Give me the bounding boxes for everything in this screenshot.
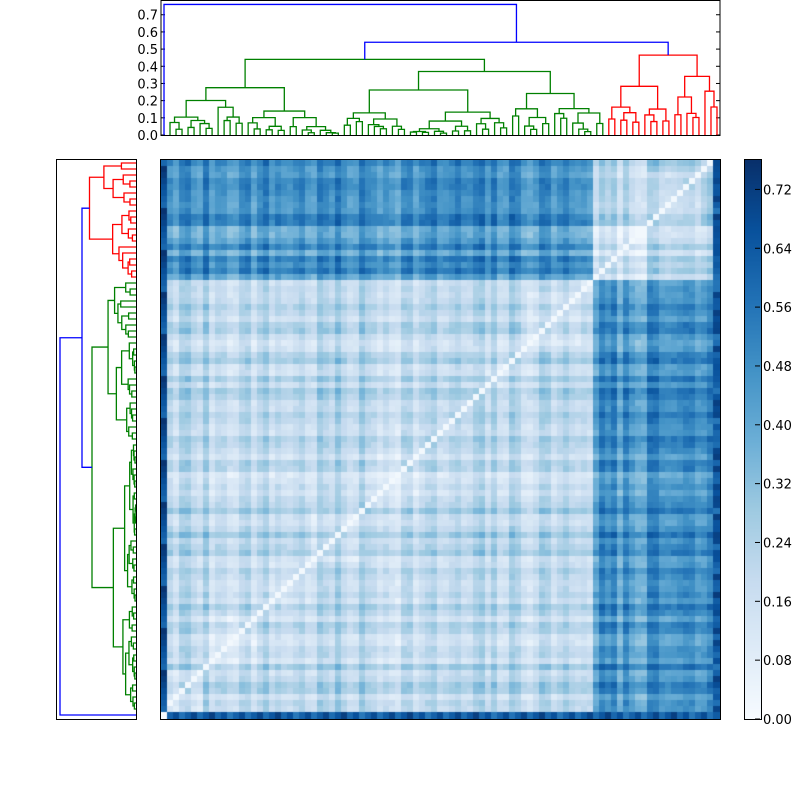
left-dendrogram-links [59, 162, 137, 716]
colorbar-tick-label: 0.16 [763, 595, 792, 610]
colorbar-tick-label: 0.24 [763, 536, 792, 551]
top-dendrogram-tick-label: 0.1 [137, 112, 158, 127]
top-dendrogram-links [163, 3, 718, 135]
distance-heatmap [161, 160, 720, 719]
top-dendrogram-tick-label: 0.6 [137, 26, 158, 41]
top-dendrogram-tick-label: 0.4 [137, 60, 158, 75]
colorbar-tick-label: 0.64 [763, 242, 792, 257]
top-dendrogram-tick-label: 0.2 [137, 95, 158, 110]
colorbar-tick-label: 0.32 [763, 478, 792, 493]
top-dendrogram-tick-label: 0.3 [137, 77, 158, 92]
colorbar-frame [744, 159, 762, 720]
colorbar-tick-label: 0.08 [763, 654, 792, 669]
left-dendrogram-frame [56, 159, 137, 720]
colorbar-tick-label: 0.00 [763, 713, 792, 728]
heatmap-frame [160, 159, 721, 720]
left-dendrogram [56, 159, 137, 720]
top-dendrogram-tick-label: 0.0 [137, 129, 158, 140]
colorbar-tick-label: 0.72 [763, 183, 792, 198]
colorbar-tick-label: 0.40 [763, 419, 792, 434]
colorbar-tick-label: 0.48 [763, 360, 792, 375]
colorbar [745, 160, 761, 719]
colorbar-axis: 0.00 0.08 0.16 0.24 0.32 0.40 0.48 0.56 0.64 0.72 [755, 183, 792, 728]
colorbar-tick-label: 0.56 [763, 301, 792, 316]
top-dendrogram-tick-label: 0.7 [137, 9, 158, 24]
top-dendrogram-y-axis: 0.0 0.1 0.2 0.3 0.4 0.5 0.6 0.7 [137, 9, 720, 140]
top-dendrogram-frame [160, 0, 721, 136]
top-dendrogram: 0.0 0.1 0.2 0.3 0.4 0.5 0.6 0.7 [137, 0, 721, 140]
top-dendrogram-tick-label: 0.5 [137, 43, 158, 58]
